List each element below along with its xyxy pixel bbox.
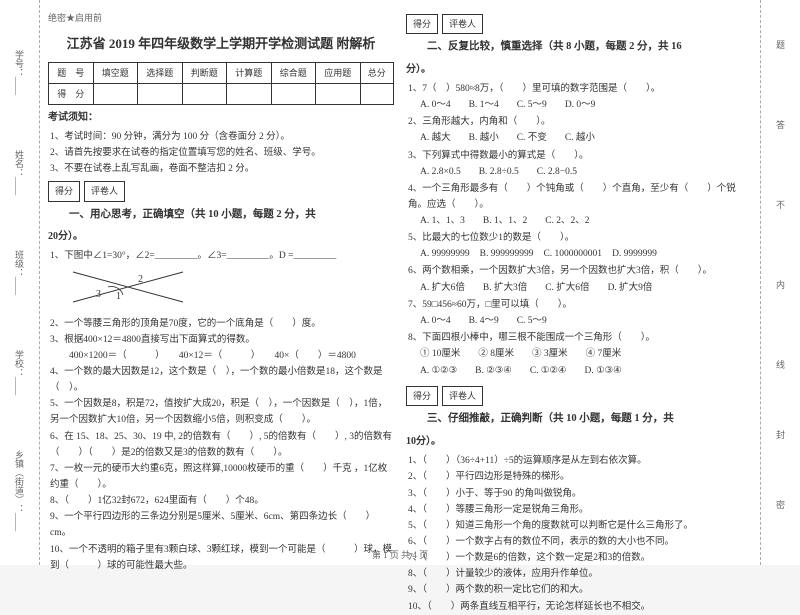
s3-item: 2、（ ）平行四边形是特殊的梯形。 <box>408 469 752 485</box>
s2q8-opts2: A. ①②③ B. ②③④ C. ①②④ D. ①③④ <box>420 363 752 380</box>
seal-line-label: 内 <box>774 280 787 289</box>
th-choice: 选择题 <box>138 62 183 83</box>
notes-title: 考试须知： <box>48 109 394 127</box>
seal-line-label: 封 <box>774 430 787 439</box>
note-item: 2、请首先按要求在试卷的指定位置填写您的姓名、班级、学号。 <box>50 145 394 161</box>
gutter-field-school: 学校：____ <box>13 350 26 395</box>
gutter-field-name: 姓名：____ <box>13 150 26 195</box>
svg-text:1: 1 <box>116 291 121 302</box>
score-box: 得分 <box>48 181 80 201</box>
section-3-title: 三、仔细推敲，正确判断（共 10 小题，每题 1 分，共 <box>406 410 752 429</box>
gutter-field-class: 班级：____ <box>13 250 26 295</box>
th-calc: 计算题 <box>227 62 272 83</box>
section-head-3: 得分 评卷人 <box>406 386 752 406</box>
th-fill: 填空题 <box>93 62 138 83</box>
s3-item: 10、（ ）两条直线互相平行，无论怎样延长也不相交。 <box>408 599 752 615</box>
section-2-title: 二、反复比较，慎重选择（共 8 小题，每题 2 分，共 16 <box>406 38 752 57</box>
s2q8: 8、下面四根小棒中，哪三根不能围成一个三角形（ ）。 <box>408 330 752 346</box>
s2q7: 7、59□456≈60万，□里可以填（ ）。 <box>408 297 752 313</box>
seal-line-label: 不 <box>774 200 787 209</box>
gutter-field-id: 学号：____ <box>13 50 26 95</box>
q8: 8、（ ）1亿32封672，624里面有（ ）个48。 <box>50 493 394 509</box>
main-content: 绝密★启用前 江苏省 2019 年四年级数学上学期开学检测试题 附解析 题 号 … <box>40 0 760 565</box>
section-3-title2: 10分）。 <box>406 433 752 451</box>
th-total: 总分 <box>360 62 394 83</box>
q2: 2、一个等腰三角形的顶角是70度，它的一个底角是（ ）度。 <box>50 316 394 332</box>
s3-item: 7、（ ）一个数是6的倍数，这个数一定是2和3的倍数。 <box>408 550 752 566</box>
q9: 9、一个平行四边形的三条边分别是5厘米、5厘米、6cm、第四条边长（ ）cm。 <box>50 509 394 541</box>
s2q7-opts: A. 0～4 B. 4～9 C. 5～9 <box>420 313 752 330</box>
exam-title: 江苏省 2019 年四年级数学上学期开学检测试题 附解析 <box>48 32 394 55</box>
s2q1: 1、7（ ）580≈8万，（ ）里可填的数字范围是（ ）。 <box>408 81 752 97</box>
left-column: 绝密★启用前 江苏省 2019 年四年级数学上学期开学检测试题 附解析 题 号 … <box>48 10 394 555</box>
section-head-1: 得分 评卷人 <box>48 181 394 201</box>
s3-item: 4、（ ）等腰三角形一定是锐角三角形。 <box>408 502 752 518</box>
seal-line-label: 答 <box>774 120 787 129</box>
svg-text:2: 2 <box>138 274 143 285</box>
s3-item: 9、（ ）两个数的积一定比它们的和大。 <box>408 582 752 598</box>
seal-line-label: 题 <box>774 40 787 49</box>
table-row: 题 号 填空题 选择题 判断题 计算题 综合题 应用题 总分 <box>49 62 394 83</box>
s3-item: 6、（ ）一个数字占有的数位不同，表示的数的大小也不同。 <box>408 534 752 550</box>
s2q2: 2、三角形越大，内角和（ ）。 <box>408 114 752 130</box>
secret-label: 绝密★启用前 <box>48 10 394 26</box>
th-comp: 综合题 <box>271 62 316 83</box>
page-number: 第 1 页 共 4 页 <box>372 548 428 561</box>
grader-box: 评卷人 <box>84 181 125 201</box>
s2q6-opts: A. 扩大6倍 B. 扩大3倍 C. 扩大6倍 D. 扩大9倍 <box>420 280 752 297</box>
score-box: 得分 <box>406 386 438 406</box>
grader-box: 评卷人 <box>442 14 483 34</box>
score-box: 得分 <box>406 14 438 34</box>
q1: 1、下图中∠1=30°，∠2=_________。∠3=_________。D … <box>50 248 394 264</box>
th-app: 应用题 <box>316 62 361 83</box>
gutter-field-town: 乡镇（街道）：____ <box>13 450 26 531</box>
svg-text:3: 3 <box>96 289 101 300</box>
s2q5: 5、比最大的七位数少1的数是（ ）。 <box>408 230 752 246</box>
note-item: 1、考试时间：90 分钟，满分为 100 分（含卷面分 2 分）。 <box>50 129 394 145</box>
q3: 3、根据400×12＝4800直接写出下面算式的得数。 <box>50 332 394 348</box>
right-column: 得分 评卷人 二、反复比较，慎重选择（共 8 小题，每题 2 分，共 16 分）… <box>406 10 752 555</box>
s2q5-opts: A. 99999999 B. 999999999 C. 1000000001 D… <box>420 246 752 263</box>
table-row: 得 分 <box>49 83 394 104</box>
s2q8-opts1: ① 10厘米 ② 8厘米 ③ 3厘米 ④ 7厘米 <box>420 346 752 363</box>
section-2-title2: 分）。 <box>406 61 752 79</box>
s2q4: 4、一个三角形最多有（ ）个钝角或（ ）个直角，至少有（ ）个锐角。应选（ ）。 <box>408 181 752 213</box>
s3-item: 3、（ ）小于、等于90 的角叫做锐角。 <box>408 486 752 502</box>
s3-item: 1、（ ）（36÷4+11）÷5的运算顺序是从左到右依次算。 <box>408 453 752 469</box>
s2q4-opts: A. 1、1、3 B. 1、1、2 C. 2、2、2 <box>420 213 752 230</box>
section-1-title2: 20分）。 <box>48 228 394 246</box>
score-table: 题 号 填空题 选择题 判断题 计算题 综合题 应用题 总分 得 分 <box>48 62 394 105</box>
th-num: 题 号 <box>49 62 94 83</box>
s2q2-opts: A. 越大 B. 越小 C. 不变 C. 越小 <box>420 130 752 147</box>
s2q1-opts: A. 0～4 B. 1～4 C. 5～9 D. 0～9 <box>420 97 752 114</box>
td-score: 得 分 <box>49 83 94 104</box>
q6: 6、在 15、18、25、30、19 中, 2的倍数有（ ）, 5的倍数有（ ）… <box>50 429 394 461</box>
q10: 10、一个不透明的箱子里有3颗白球、3颗红球，模到一个可能是（ ）球，模到（ ）… <box>50 542 394 574</box>
seal-line-label: 密 <box>774 500 787 509</box>
section-head-2: 得分 评卷人 <box>406 14 752 34</box>
q7: 7、一枚一元的硬币大约重6克，照这样算,10000枚硬币的重（ ）千克 ，1亿枚… <box>50 461 394 493</box>
angle-diagram: 3 1 2 <box>68 267 188 307</box>
section-1-title: 一、用心思考，正确填空（共 10 小题，每题 2 分，共 <box>48 206 394 225</box>
left-gutter: 学号：____ 姓名：____ 班级：____ 学校：____ 乡镇（街道）：_… <box>0 0 40 565</box>
s3-item: 8、（ ）计量较少的液体，应用升作单位。 <box>408 566 752 582</box>
th-judge: 判断题 <box>182 62 227 83</box>
s2q3-opts: A. 2.8×0.5 B. 2.8÷0.5 C. 2.8−0.5 <box>420 164 752 181</box>
s2q6: 6、两个数相乘，一个因数扩大3倍，另一个因数也扩大3倍，积（ ）。 <box>408 263 752 279</box>
seal-line-label: 线 <box>774 360 787 369</box>
q4: 4、一个数的最大因数是12，这个数是（ ），一个数的最小倍数是18，这个数是（ … <box>50 364 394 396</box>
right-gutter: 题 答 不 内 线 封 密 <box>760 0 800 565</box>
q3b: 400×1200＝（ ） 40×12＝（ ） 40×（ ）＝4800 <box>50 348 394 364</box>
grader-box: 评卷人 <box>442 386 483 406</box>
q5: 5、一个因数是8，积是72，值按扩大成20，积是（ ），一个因数是（ ），1倍，… <box>50 396 394 428</box>
s2q3: 3、下列算式中得数最小的算式是（ ）。 <box>408 148 752 164</box>
note-item: 3、不要在试卷上乱写乱画，卷面不整洁扣 2 分。 <box>50 161 394 177</box>
s3-item: 5、（ ）知道三角形一个角的度数就可以判断它是什么三角形了。 <box>408 518 752 534</box>
